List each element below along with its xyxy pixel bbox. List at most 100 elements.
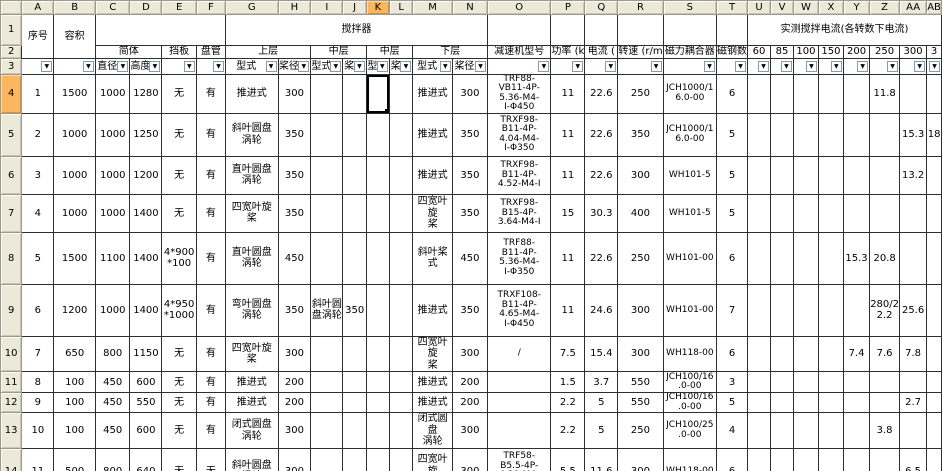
cell-D8[interactable]: 1400 — [129, 231, 163, 285]
cell-Y7[interactable] — [842, 193, 871, 233]
cell-A10[interactable]: 7 — [21, 335, 55, 373]
cell-G13[interactable]: 闭式圆盘 涡轮 — [225, 412, 279, 449]
cell-D12[interactable]: 550 — [129, 392, 163, 414]
column-header-AA[interactable]: AA — [899, 0, 928, 15]
cell-R11[interactable]: 550 — [617, 371, 664, 394]
cell-F7[interactable]: 有 — [195, 193, 227, 233]
cell-U11[interactable] — [747, 371, 772, 394]
cell-M14[interactable]: 四宽叶旋 桨 — [412, 447, 453, 471]
cell-A5[interactable]: 2 — [21, 112, 55, 157]
cell-J7[interactable] — [342, 193, 367, 233]
cell-F6[interactable]: 有 — [195, 155, 227, 195]
cell-S7[interactable]: WH101-5 — [662, 193, 718, 233]
cell-G12[interactable]: 推进式 — [225, 392, 279, 414]
cell-B13[interactable]: 100 — [53, 412, 96, 449]
filter-dropdown-icon[interactable]: ▼ — [914, 61, 926, 72]
column-header-V[interactable]: V — [770, 0, 794, 15]
cell-O7[interactable]: TRXF98- B15-4P- 3.64-M4-I — [487, 193, 552, 233]
cell-B5[interactable]: 1000 — [53, 112, 96, 157]
cell-F8[interactable]: 有 — [195, 231, 227, 285]
row-header-11[interactable]: 11 — [0, 371, 23, 394]
cell-I8[interactable] — [310, 231, 344, 285]
cell-G6[interactable]: 直叶圆盘 涡轮 — [225, 155, 279, 195]
cell-K9[interactable] — [365, 283, 390, 337]
cell-E4[interactable]: 无 — [161, 74, 197, 114]
column-header-U[interactable]: U — [747, 0, 772, 15]
cell-T8[interactable]: 6 — [716, 231, 749, 285]
cell-G9[interactable]: 弯叶圆盘 涡轮 — [225, 283, 279, 337]
cell-E6[interactable]: 无 — [161, 155, 197, 195]
cell-C4[interactable]: 1000 — [94, 74, 131, 114]
cell-E13[interactable]: 无 — [161, 412, 197, 449]
filter-cell-AB[interactable]: ▼ — [926, 58, 942, 75]
cell-D11[interactable]: 600 — [129, 371, 163, 394]
cell-G11[interactable]: 推进式 — [225, 371, 279, 394]
filter-cell-M[interactable]: 型式 ▼ — [412, 58, 453, 75]
filter-dropdown-icon[interactable]: ▼ — [213, 61, 225, 72]
cell-AB12[interactable] — [926, 392, 942, 414]
cell-W9[interactable] — [792, 283, 819, 337]
cell-W8[interactable] — [792, 231, 819, 285]
cell-Y13[interactable] — [842, 412, 871, 449]
cell-K4[interactable] — [365, 74, 390, 114]
cell-A7[interactable]: 4 — [21, 193, 55, 233]
cell-D10[interactable]: 1150 — [129, 335, 163, 373]
row-header-3[interactable]: 3 — [0, 58, 23, 75]
column-header-C[interactable]: C — [94, 0, 131, 15]
cell-T2-magnets[interactable]: 磁钢数 — [716, 45, 749, 59]
cell-M7[interactable]: 四宽叶旋 桨 — [412, 193, 453, 233]
row-header-7[interactable]: 7 — [0, 193, 23, 233]
cell-M11[interactable]: 推进式 — [412, 371, 453, 394]
cell-F12[interactable]: 有 — [195, 392, 227, 414]
cell-B6[interactable]: 1000 — [53, 155, 96, 195]
cell-O8[interactable]: TRF88- B11-4P- 5.36-M4- I-Φ350 — [487, 231, 552, 285]
cell-J11[interactable] — [342, 371, 367, 394]
cell-O11[interactable] — [487, 371, 552, 394]
filter-cell-V[interactable]: ▼ — [770, 58, 794, 75]
filter-cell-U[interactable]: ▼ — [747, 58, 772, 75]
filter-dropdown-icon[interactable]: ▼ — [605, 61, 617, 72]
cell-P12[interactable]: 2.2 — [550, 392, 586, 414]
cell-D14[interactable]: 640 — [129, 447, 163, 471]
cell-N12[interactable]: 200 — [451, 392, 489, 414]
cell-A13[interactable]: 10 — [21, 412, 55, 449]
filter-dropdown-icon[interactable]: ▼ — [650, 61, 662, 72]
cell-C13[interactable]: 450 — [94, 412, 131, 449]
cell-A12[interactable]: 9 — [21, 392, 55, 414]
cell-R13[interactable]: 250 — [617, 412, 664, 449]
cell-F9[interactable]: 有 — [195, 283, 227, 337]
cell-U10[interactable] — [747, 335, 772, 373]
cell-C14[interactable]: 800 — [94, 447, 131, 471]
cell-J12[interactable] — [342, 392, 367, 414]
cell-U7[interactable] — [747, 193, 772, 233]
cell-AA6[interactable]: 13.2 — [899, 155, 928, 195]
cell-W7[interactable] — [792, 193, 819, 233]
column-header-W[interactable]: W — [792, 0, 819, 15]
cell-AB8[interactable] — [926, 231, 942, 285]
filter-dropdown-icon[interactable]: ▼ — [704, 61, 716, 72]
row-header-14[interactable]: 14 — [0, 447, 23, 471]
cell-T10[interactable]: 6 — [716, 335, 749, 373]
cell-V6[interactable] — [770, 155, 794, 195]
select-all-corner[interactable] — [0, 0, 23, 15]
cell-H14[interactable]: 300 — [277, 447, 312, 471]
cell-K10[interactable] — [365, 335, 390, 373]
cell-K6[interactable] — [365, 155, 390, 195]
cell-K12[interactable] — [365, 392, 390, 414]
cell-AB2-speed-350[interactable]: 3 — [926, 45, 942, 59]
cell-E9[interactable]: 4*950 *1000 — [161, 283, 197, 337]
cell-O1-blank[interactable] — [487, 14, 552, 46]
column-header-G[interactable]: G — [225, 0, 279, 15]
cell-G7[interactable]: 四宽叶旋 桨 — [225, 193, 279, 233]
cell-C9[interactable]: 1000 — [94, 283, 131, 337]
cell-W14[interactable] — [792, 447, 819, 471]
column-header-P[interactable]: P — [550, 0, 586, 15]
row-header-5[interactable]: 5 — [0, 112, 23, 157]
cell-S8[interactable]: WH101-00 — [662, 231, 718, 285]
cell-Z13[interactable]: 3.8 — [869, 412, 901, 449]
cell-Q8[interactable]: 22.6 — [584, 231, 619, 285]
cell-O6[interactable]: TRXF98- B11-4P- 4.52-M4-I — [487, 155, 552, 195]
cell-V7[interactable] — [770, 193, 794, 233]
cell-U9[interactable] — [747, 283, 772, 337]
cell-Z2-speed-250[interactable]: 250 — [869, 45, 901, 59]
